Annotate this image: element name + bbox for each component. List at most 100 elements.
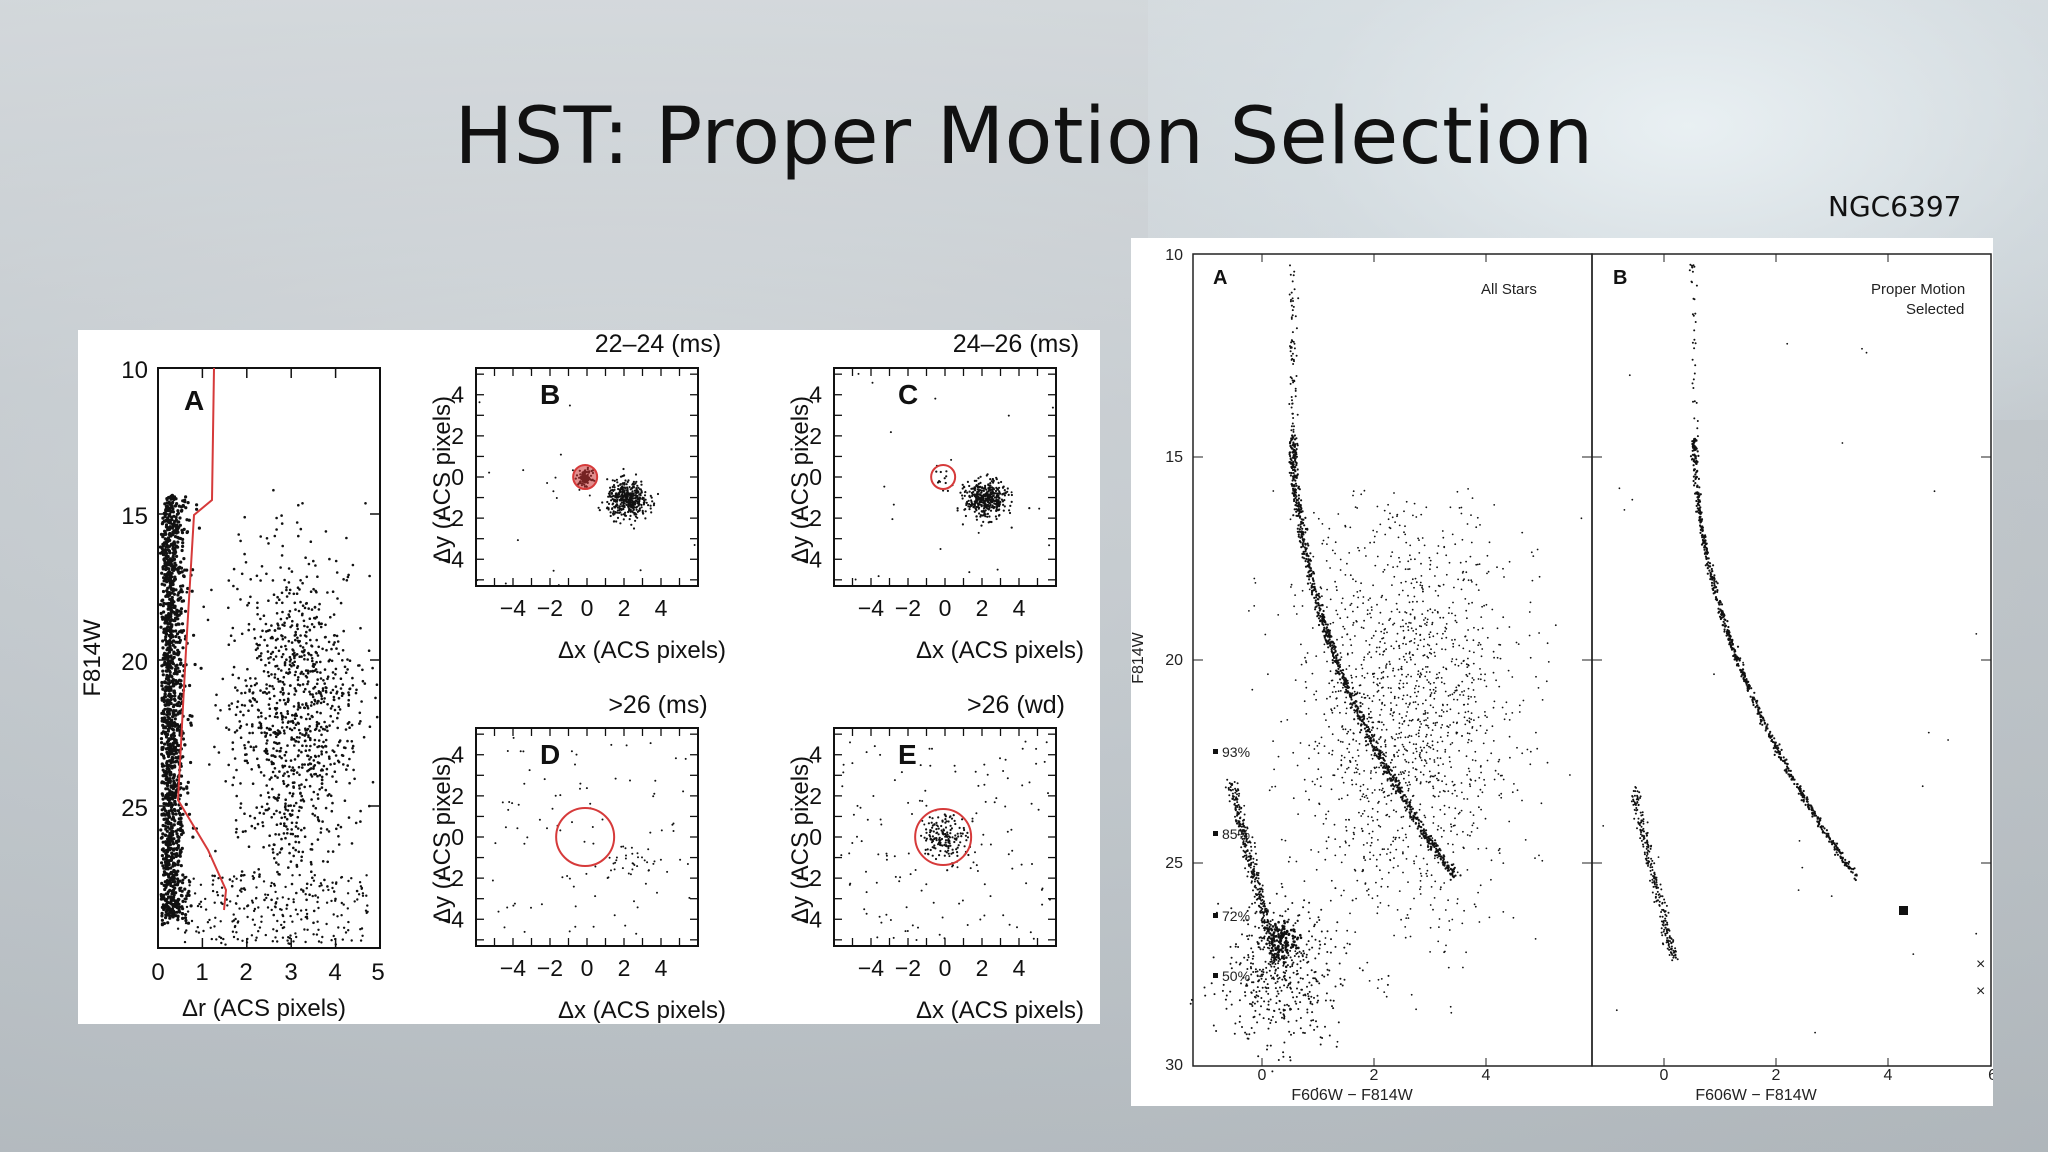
star-point	[303, 734, 306, 737]
star-point	[304, 669, 308, 672]
star-point	[965, 839, 968, 842]
star-point	[246, 915, 249, 919]
star-point	[276, 677, 280, 681]
star-point	[633, 503, 637, 506]
star-point	[271, 787, 274, 791]
star-point	[644, 491, 647, 494]
star-point	[303, 657, 306, 661]
star-point	[961, 494, 964, 497]
star-point	[679, 858, 682, 861]
star-point	[993, 502, 996, 505]
small-xtick: 2	[976, 955, 989, 981]
star-point	[624, 479, 627, 482]
star-point	[293, 717, 297, 720]
star-point	[171, 582, 175, 587]
star-point	[309, 692, 312, 696]
star-point	[971, 820, 974, 823]
star-point	[285, 588, 288, 592]
star-point	[272, 812, 276, 816]
star-point	[174, 515, 178, 519]
star-point	[202, 605, 205, 609]
star-point	[616, 494, 619, 497]
star-point	[170, 564, 174, 568]
star-point	[634, 497, 637, 500]
star-point	[286, 697, 290, 701]
star-point	[336, 712, 340, 715]
star-point	[361, 668, 364, 672]
star-point	[265, 784, 268, 787]
star-point	[930, 821, 933, 824]
star-point	[956, 851, 959, 854]
star-point	[286, 721, 290, 724]
star-point	[160, 762, 164, 766]
star-point	[237, 533, 240, 536]
star-point	[232, 567, 236, 571]
xtick-a: 2	[239, 959, 252, 986]
star-point	[476, 579, 479, 582]
star-point	[363, 682, 367, 685]
star-point	[303, 785, 306, 789]
star-point	[196, 926, 199, 929]
star-point	[160, 764, 165, 768]
star-point	[338, 708, 342, 711]
star-point	[180, 846, 184, 851]
star-point	[330, 939, 333, 942]
star-point	[185, 905, 189, 909]
star-point	[314, 806, 318, 810]
star-point	[169, 791, 174, 795]
star-point	[168, 888, 172, 893]
star-point	[174, 652, 178, 656]
star-point	[161, 646, 165, 650]
star-point	[977, 482, 980, 485]
star-point	[616, 498, 619, 501]
star-point	[260, 805, 264, 809]
star-point	[266, 802, 269, 806]
star-point	[619, 522, 622, 525]
star-point	[341, 649, 345, 652]
star-point	[1437, 855, 1441, 858]
star-point	[332, 695, 336, 699]
star-point	[167, 846, 171, 850]
star-point	[958, 902, 961, 905]
star-point	[298, 784, 301, 787]
star-point	[994, 489, 998, 493]
star-point	[292, 900, 295, 904]
star-point	[1313, 582, 1316, 585]
star-point	[649, 504, 652, 507]
star-point	[232, 935, 236, 939]
star-point	[649, 831, 652, 834]
star-point	[1007, 853, 1010, 856]
star-point	[622, 498, 625, 501]
star-point	[273, 857, 276, 860]
star-point	[180, 599, 184, 603]
star-point	[957, 844, 960, 847]
star-point	[283, 822, 286, 825]
small-xtick: 0	[939, 955, 952, 981]
star-point	[336, 640, 340, 643]
star-point	[169, 561, 173, 565]
star-point	[321, 687, 325, 690]
star-point	[322, 764, 326, 768]
star-point	[303, 606, 307, 610]
star-point	[159, 828, 163, 832]
star-point	[309, 883, 313, 886]
star-point	[915, 939, 918, 941]
small-ytick: 4	[809, 382, 822, 408]
star-point	[935, 470, 938, 473]
star-point	[316, 774, 319, 778]
star-point	[167, 815, 172, 819]
star-point	[1351, 703, 1354, 706]
star-point	[1047, 792, 1049, 795]
star-point	[1359, 705, 1362, 708]
star-point	[873, 745, 876, 748]
star-point	[960, 835, 963, 838]
star-point	[231, 626, 235, 630]
star-point	[233, 639, 236, 642]
star-point	[317, 645, 320, 649]
star-point	[290, 570, 294, 573]
star-point	[546, 482, 549, 484]
star-point	[1004, 758, 1007, 761]
star-point	[627, 506, 630, 509]
star-point	[1008, 923, 1011, 926]
star-point	[316, 816, 320, 819]
